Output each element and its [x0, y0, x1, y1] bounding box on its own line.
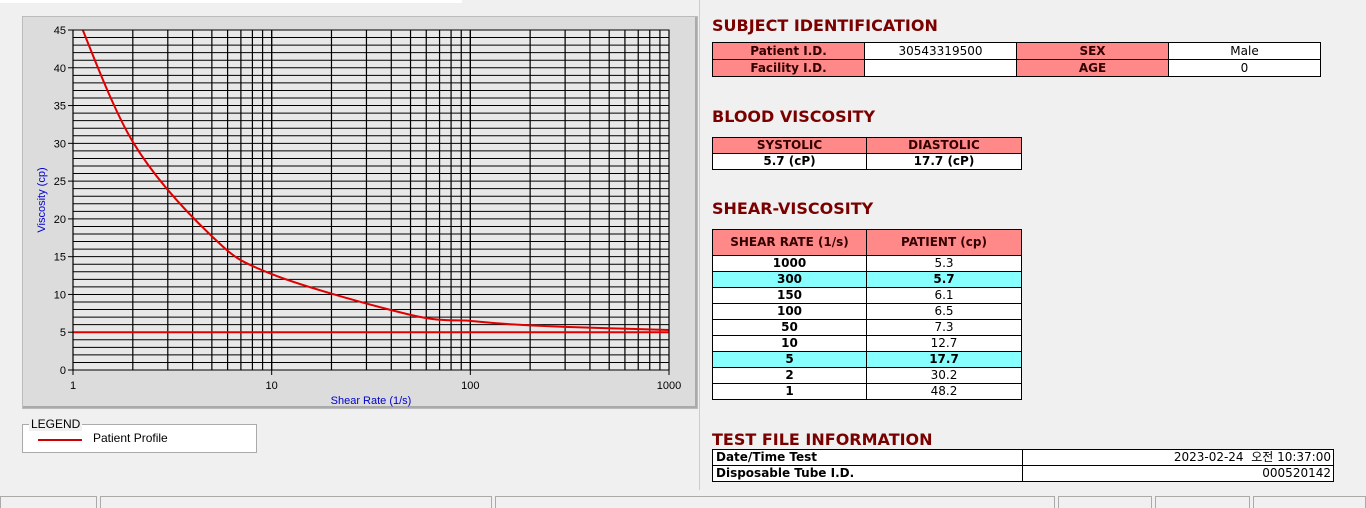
shear-rate: 2 [712, 367, 867, 384]
shear-row: 5 17.7 [712, 351, 1022, 368]
shear-rate: 10 [712, 335, 867, 352]
patient-value: 17.7 [866, 351, 1022, 368]
subject-title: SUBJECT IDENTIFICATION [712, 16, 938, 35]
x-tick-label: 1 [70, 380, 76, 392]
patient-value: 5.3 [866, 255, 1022, 272]
patient-value: 7.3 [866, 319, 1022, 336]
shear-row: 1 48.2 [712, 383, 1022, 400]
status-segment [1253, 496, 1366, 508]
shear-row: 150 6.1 [712, 287, 1022, 304]
y-axis-label: Viscosity (cp) [36, 167, 48, 232]
testfile-title: TEST FILE INFORMATION [712, 430, 933, 449]
plot-border [72, 29, 670, 371]
status-segment [1155, 496, 1250, 508]
chart-panel [0, 0, 700, 490]
tube-label: Disposable Tube I.D. [712, 465, 1023, 482]
status-segment [495, 496, 1055, 508]
facility-value [864, 59, 1017, 77]
patient-value: 30.2 [866, 367, 1022, 384]
patient-id-value: 30543319500 [864, 42, 1017, 60]
age-value: 0 [1168, 59, 1321, 77]
diastolic-value: 17.7 (cP) [866, 153, 1022, 170]
patient-value: 6.5 [866, 303, 1022, 320]
shear-rate: 1000 [712, 255, 867, 272]
shear-row: 100 6.5 [712, 303, 1022, 320]
top-bar [0, 0, 462, 3]
blood-title: BLOOD VISCOSITY [712, 107, 876, 126]
y-tick-label: 40 [54, 63, 66, 75]
shear-rate: 150 [712, 287, 867, 304]
shear-rate: 300 [712, 271, 867, 288]
facility-label: Facility I.D. [712, 59, 865, 77]
legend-title: LEGEND [29, 417, 83, 431]
x-axis-label: Shear Rate (1/s) [331, 395, 412, 407]
x-tick-label: 1000 [657, 380, 681, 392]
status-segment [0, 496, 97, 508]
date-label: Date/Time Test [712, 449, 1023, 466]
shear-rate: 50 [712, 319, 867, 336]
testfile-table: Date/Time Test 2023-02-24 오전 10:37:00 Dis… [712, 449, 1334, 482]
age-label: AGE [1016, 59, 1169, 77]
chart-svg: 0 5 10 15 20 25 30 35 40 45 1 10 100 1000 Shear Rate (… [36, 25, 681, 407]
patient-value: 48.2 [866, 383, 1022, 400]
y-tick-label: 25 [54, 176, 66, 188]
systolic-label: SYSTOLIC [712, 137, 867, 154]
blood-table: SYSTOLIC DIASTOLIC 5.7 (cP) 17.7 (cP) [712, 137, 1022, 170]
shear-col-rate: SHEAR RATE (1/s) [712, 229, 867, 256]
y-tick-label: 0 [60, 365, 66, 377]
patient-id-label: Patient I.D. [712, 42, 865, 60]
diastolic-label: DIASTOLIC [866, 137, 1022, 154]
status-segment [100, 496, 492, 508]
sex-label: SEX [1016, 42, 1169, 60]
plot-area [73, 30, 669, 370]
shear-table: SHEAR RATE (1/s) PATIENT (cp) 1000 5.3 300 5… [712, 229, 1022, 400]
x-tick-label: 10 [266, 380, 278, 392]
patient-value: 6.1 [866, 287, 1022, 304]
series-line-patient-profile [81, 30, 669, 331]
patient-value: 5.7 [866, 271, 1022, 288]
shear-title: SHEAR-VISCOSITY [712, 199, 874, 218]
subject-table: Patient I.D. 30543319500 SEX Male Facility … [712, 42, 1321, 77]
patient-value: 12.7 [866, 335, 1022, 352]
shear-col-patient: PATIENT (cp) [866, 229, 1022, 256]
y-tick-label: 5 [60, 327, 66, 339]
legend: LEGEND Patient Profile [22, 417, 257, 453]
y-tick-label: 30 [54, 138, 66, 150]
y-tick-label: 15 [54, 252, 66, 264]
y-tick-label: 45 [54, 25, 66, 37]
legend-label: Patient Profile [93, 431, 168, 445]
legend-swatch [38, 439, 82, 441]
shear-row: 10 12.7 [712, 335, 1022, 352]
shear-rate: 100 [712, 303, 867, 320]
status-bar [0, 496, 1366, 508]
shear-row: 1000 5.3 [712, 255, 1022, 272]
shear-row: 50 7.3 [712, 319, 1022, 336]
date-value: 2023-02-24 오전 10:37:00 [1022, 449, 1334, 466]
status-segment [1058, 496, 1152, 508]
y-tick-label: 20 [54, 214, 66, 226]
sex-value: Male [1168, 42, 1321, 60]
viscosity-chart: 0 5 10 15 20 25 30 35 40 45 1 10 100 1000 Shear Rate (… [22, 16, 698, 409]
tube-value: 000520142 [1022, 465, 1334, 482]
x-tick-label: 100 [461, 380, 479, 392]
systolic-value: 5.7 (cP) [712, 153, 867, 170]
shear-rate: 1 [712, 383, 867, 400]
y-tick-label: 10 [54, 289, 66, 301]
y-tick-label: 35 [54, 101, 66, 113]
shear-rate: 5 [712, 351, 867, 368]
shear-row: 300 5.7 [712, 271, 1022, 288]
shear-row: 2 30.2 [712, 367, 1022, 384]
